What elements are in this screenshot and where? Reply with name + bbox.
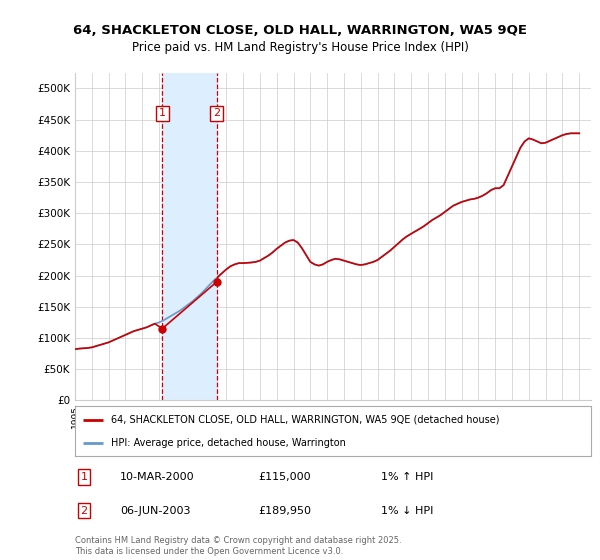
- Bar: [162, 73, 217, 400]
- Text: 64, SHACKLETON CLOSE, OLD HALL, WARRINGTON, WA5 9QE (detached house): 64, SHACKLETON CLOSE, OLD HALL, WARRINGT…: [111, 414, 500, 424]
- Text: 1% ↓ HPI: 1% ↓ HPI: [381, 506, 433, 516]
- Text: 1: 1: [80, 472, 88, 482]
- Text: 1: 1: [159, 109, 166, 118]
- Text: 2: 2: [80, 506, 88, 516]
- Text: Price paid vs. HM Land Registry's House Price Index (HPI): Price paid vs. HM Land Registry's House …: [131, 41, 469, 54]
- Text: Contains HM Land Registry data © Crown copyright and database right 2025.
This d: Contains HM Land Registry data © Crown c…: [75, 536, 401, 556]
- Text: 1% ↑ HPI: 1% ↑ HPI: [381, 472, 433, 482]
- Text: 64, SHACKLETON CLOSE, OLD HALL, WARRINGTON, WA5 9QE: 64, SHACKLETON CLOSE, OLD HALL, WARRINGT…: [73, 24, 527, 38]
- Text: 2: 2: [213, 109, 220, 118]
- Text: £115,000: £115,000: [258, 472, 311, 482]
- Text: 10-MAR-2000: 10-MAR-2000: [120, 472, 194, 482]
- Text: HPI: Average price, detached house, Warrington: HPI: Average price, detached house, Warr…: [111, 438, 346, 448]
- Text: £189,950: £189,950: [258, 506, 311, 516]
- Text: 06-JUN-2003: 06-JUN-2003: [120, 506, 191, 516]
